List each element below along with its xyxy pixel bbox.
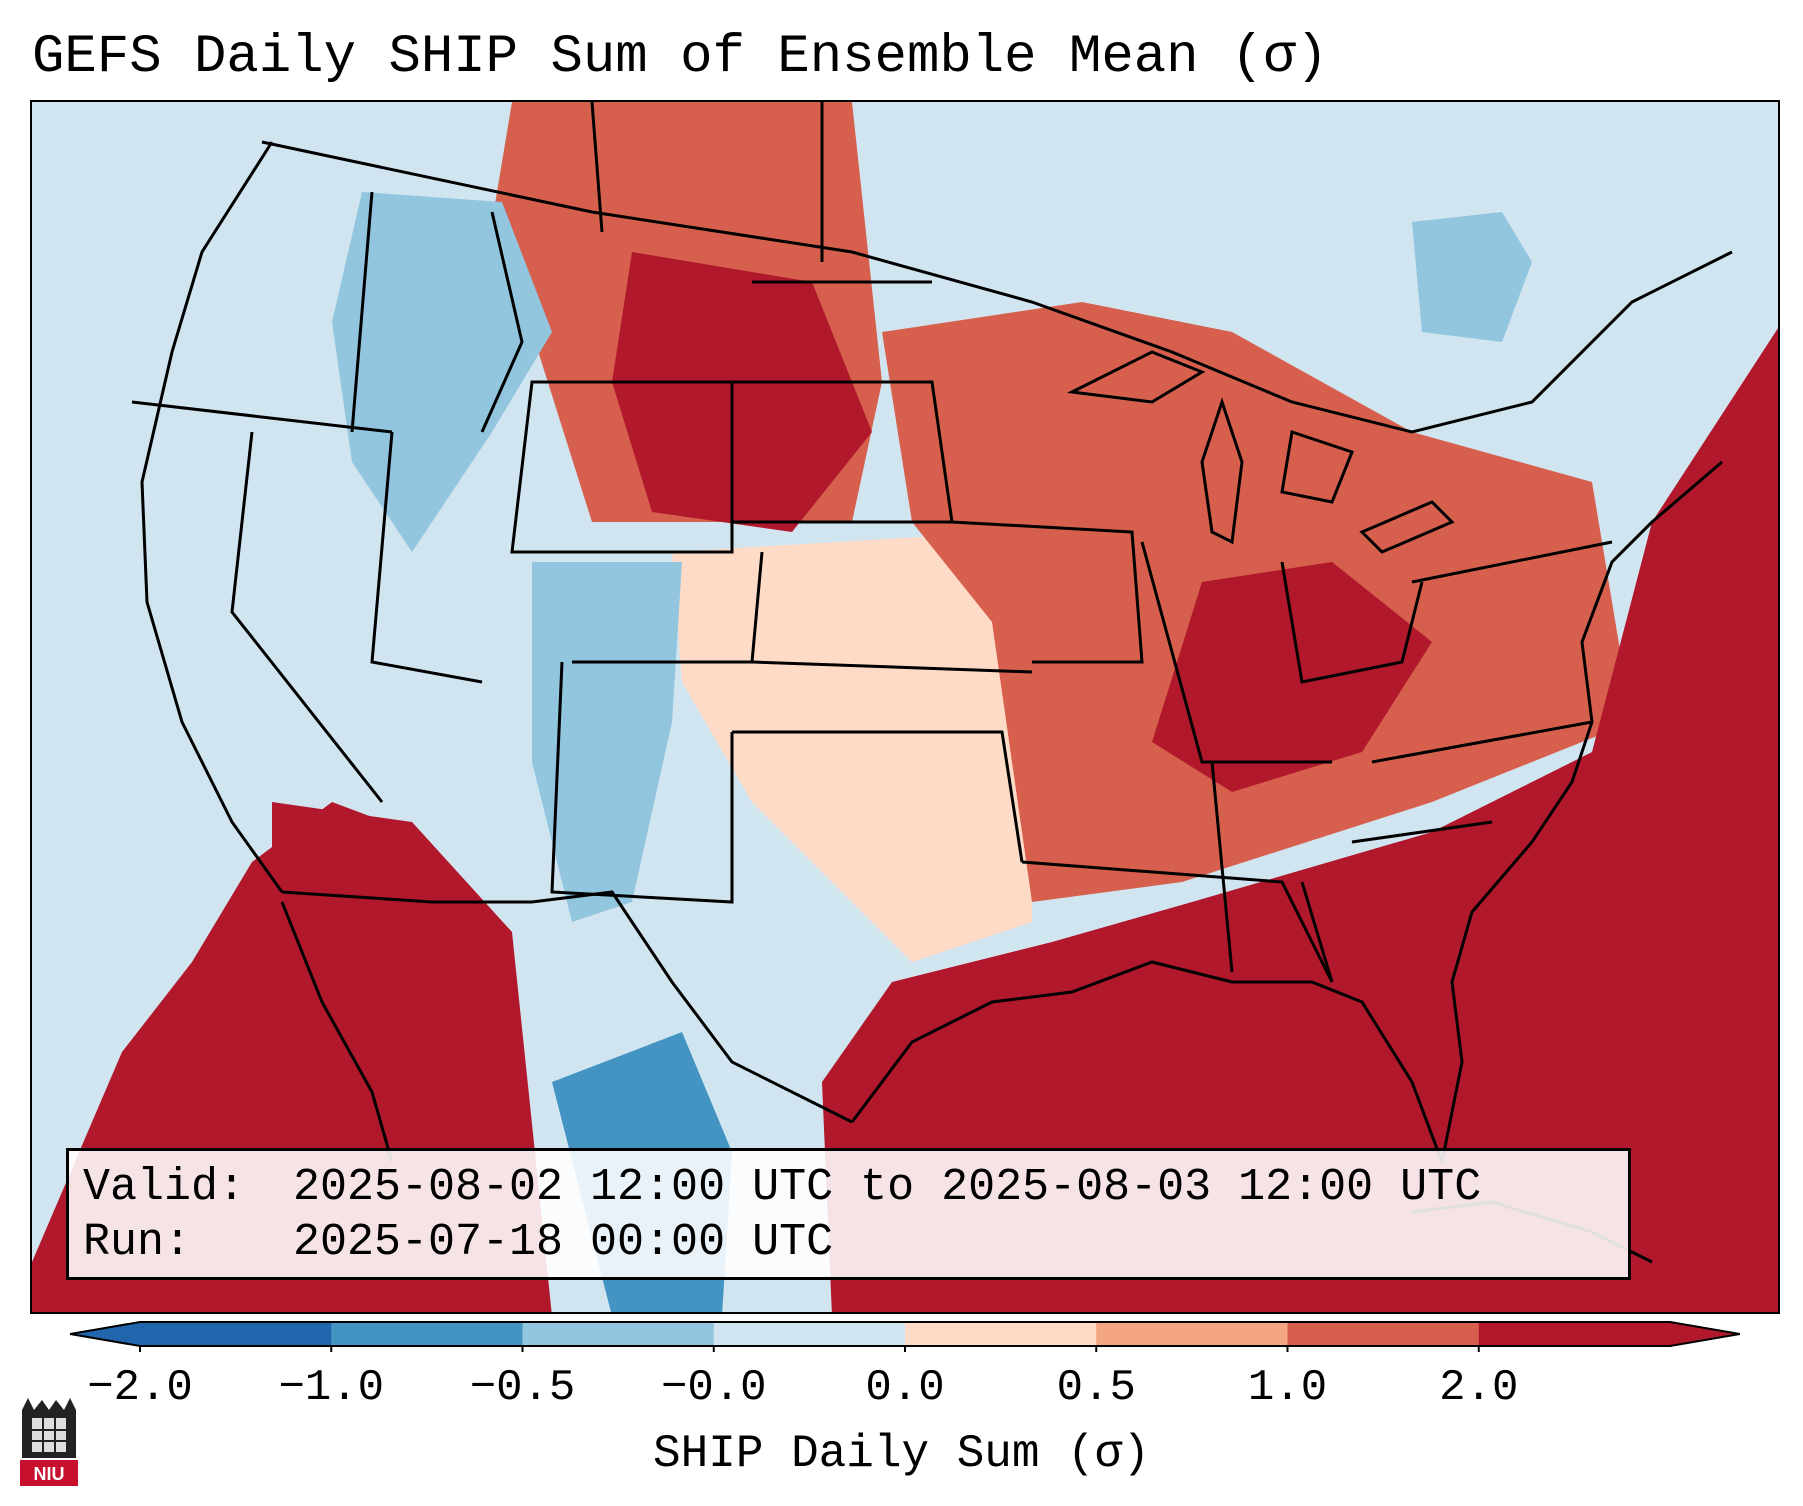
colorbar-segment (1096, 1322, 1288, 1346)
colorbar-segment (140, 1322, 332, 1346)
logo-text: NIU (34, 1464, 65, 1484)
niu-logo: NIU (20, 1398, 78, 1486)
colorbar (70, 1321, 1740, 1352)
field-ohio-valley (1152, 562, 1432, 792)
state-line-1 (131, 400, 393, 434)
us-mexico-border (281, 890, 853, 1124)
map-frame (30, 100, 1780, 1314)
field-canada (852, 102, 1778, 432)
state-line-16 (951, 520, 1144, 664)
boundary-lines (131, 102, 1733, 1264)
baja-outline (280, 901, 394, 1163)
field-central-plains (672, 532, 1032, 962)
valid-row: Valid: 2025-08-02 12:00 UTC to 2025-08-0… (83, 1160, 1614, 1215)
state-line-3 (230, 431, 384, 803)
colorbar-tick-label: 0.5 (1056, 1363, 1136, 1413)
valid-info-box: Valid: 2025-08-02 12:00 UTC to 2025-08-0… (66, 1148, 1631, 1280)
colorbar-tick-label: −0.0 (660, 1363, 767, 1413)
state-line-9 (732, 380, 954, 524)
state-line-13 (550, 661, 734, 904)
state-line-12 (751, 660, 1033, 674)
valid-value: 2025-08-02 12:00 UTC to 2025-08-03 12:00… (293, 1162, 1482, 1213)
field-colorado-newmexico (532, 562, 682, 922)
colorbar-tick-label: 1.0 (1247, 1363, 1328, 1413)
state-line-22 (1411, 540, 1613, 584)
colorbar-segment (331, 1322, 523, 1346)
gulf-coast (850, 960, 1444, 1163)
state-line-15 (1021, 860, 1334, 983)
state-line-18 (1280, 561, 1424, 684)
state-line-7 (590, 102, 604, 233)
state-line-14 (732, 730, 1024, 863)
colorbar-segment (1478, 1322, 1671, 1346)
lake-michigan-outline (1200, 397, 1244, 545)
colorbar-label: SHIP Daily Sum (σ) (653, 1428, 1150, 1480)
field-southeast-gulf-atlantic (822, 328, 1778, 1312)
colorbar-outline (70, 1321, 1740, 1347)
east-coast (1440, 460, 1723, 1163)
colorbar-tick-label: −0.5 (469, 1363, 576, 1413)
state-line-23 (1371, 720, 1593, 764)
field-idaho-montana (332, 192, 552, 552)
state-line-19 (1210, 761, 1234, 973)
chart-title: GEFS Daily SHIP Sum of Ensemble Mean (σ) (32, 27, 1329, 88)
west-coast (140, 141, 284, 893)
colorbar-tick-label: 0.0 (865, 1363, 945, 1413)
field-quebec-patch (1412, 212, 1532, 342)
valid-label: Valid: (83, 1162, 246, 1213)
state-line-5 (480, 211, 524, 433)
colorbar-extend-high (1670, 1322, 1740, 1346)
colorbar-segment (905, 1322, 1097, 1346)
state-line-20 (1300, 881, 1334, 983)
run-label: Run: (83, 1217, 192, 1268)
great-lakes-outline (1066, 350, 1455, 554)
run-row: Run: 2025-07-18 00:00 UTC (83, 1215, 1614, 1270)
colorbar-tick-label: −1.0 (278, 1363, 385, 1413)
state-line-6 (510, 380, 734, 554)
colorbar-segment (522, 1322, 715, 1346)
map-svg (32, 102, 1778, 1312)
colorbar-segment (1287, 1322, 1480, 1346)
state-line-17 (1140, 541, 1332, 764)
colorbar-tick-label: −2.0 (87, 1363, 193, 1413)
run-value: 2025-07-18 00:00 UTC (293, 1217, 834, 1268)
colorbar-extend-low (70, 1322, 140, 1346)
field-dakotas-core (612, 252, 872, 532)
state-line-4 (350, 191, 374, 433)
colorbar-tick-label: 2.0 (1439, 1363, 1519, 1413)
state-line-2 (370, 431, 483, 684)
state-line-21 (1351, 820, 1493, 844)
us-canada-border (261, 140, 1733, 434)
colorbar-segment (713, 1322, 906, 1346)
